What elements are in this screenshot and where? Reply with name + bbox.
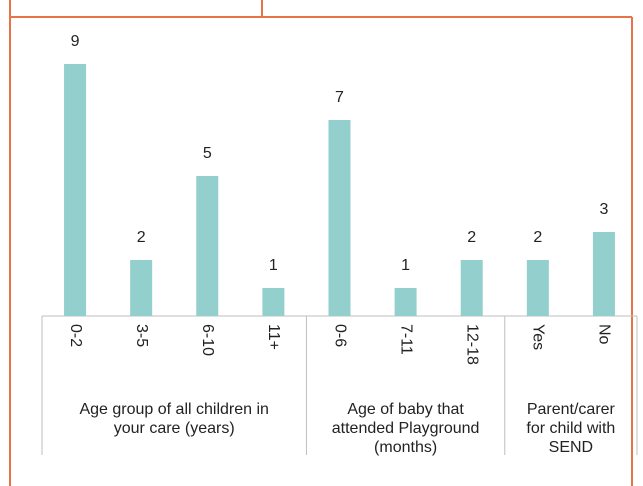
x-tick-label: 0-2 xyxy=(67,324,84,347)
x-tick-label: 0-6 xyxy=(331,324,348,347)
value-label: 9 xyxy=(71,33,80,50)
bar xyxy=(394,288,417,316)
x-tick-label: 11+ xyxy=(265,324,282,350)
bar xyxy=(130,260,153,316)
bar xyxy=(262,288,285,316)
x-tick-label: 7-11 xyxy=(397,324,414,355)
bar xyxy=(328,120,351,316)
x-tick-label: No xyxy=(596,324,613,345)
group-label: Parent/carer for child with SEND xyxy=(526,401,616,456)
bar xyxy=(460,260,483,316)
group-label: Age of baby that attended Playground (mo… xyxy=(331,401,480,456)
value-label: 5 xyxy=(203,145,212,162)
x-tick-label: 3-5 xyxy=(133,324,150,347)
group-label: Age group of all children in your care (… xyxy=(79,401,269,437)
value-label: 1 xyxy=(269,257,278,274)
bar xyxy=(526,260,549,316)
value-label: 2 xyxy=(533,229,542,246)
value-label: 2 xyxy=(467,229,476,246)
x-tick-label: 6-10 xyxy=(199,324,216,356)
bar xyxy=(592,232,615,316)
value-label: 2 xyxy=(137,229,146,246)
bar xyxy=(64,64,87,316)
value-label: 3 xyxy=(599,201,608,218)
value-label: 7 xyxy=(335,89,344,106)
bar xyxy=(196,176,219,316)
x-tick-label: 12-18 xyxy=(463,324,480,365)
x-tick-label: Yes xyxy=(530,324,547,350)
value-label: 1 xyxy=(401,257,410,274)
